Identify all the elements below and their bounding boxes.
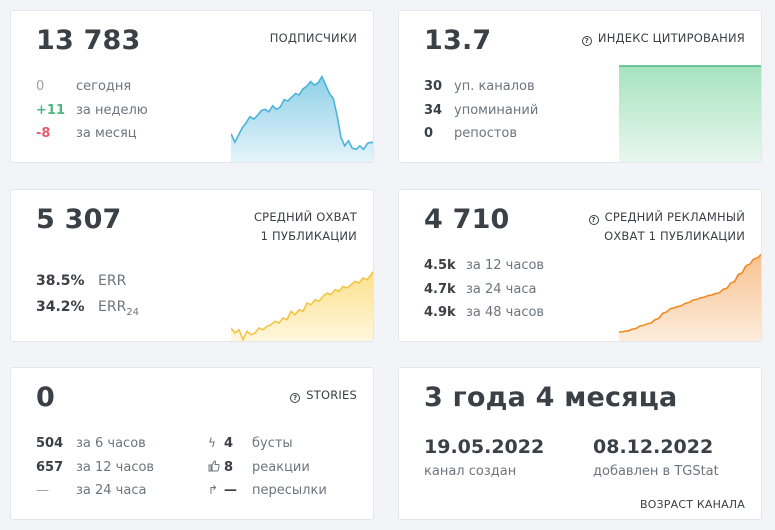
subscribers-label: ПОДПИСЧИКИ xyxy=(269,31,357,45)
subscribers-week: +11 за неделю xyxy=(36,102,148,118)
average-reach-sparkline-area xyxy=(231,272,373,341)
stories-views: 504 за 6 часов 657 за 12 часов — за 24 часа xyxy=(36,432,154,503)
citation-mentions: 34 упоминаний xyxy=(424,102,539,118)
lightning-icon: ϟ xyxy=(208,436,216,450)
citation-sparkline-area xyxy=(619,66,761,162)
average-reach-card: 5 307 СРЕДНИЙ ОХВАТ 1 ПУБЛИКАЦИИ 38.5% ER… xyxy=(10,189,374,342)
average-ad-reach-card: 4 710 ? СРЕДНИЙ РЕКЛАМНЫЙ ОХВАТ 1 ПУБЛИКА… xyxy=(398,189,762,342)
stories-forwards: ↱ — пересылки xyxy=(208,479,327,503)
stories-label: ? STORIES xyxy=(290,386,357,405)
question-circle-icon[interactable]: ? xyxy=(290,393,301,403)
citation-reposts: 0 репостов xyxy=(424,126,518,141)
average-ad-reach-sparkline-line xyxy=(619,253,761,333)
err-stats: 38.5% ERR 34.2% ERR24 xyxy=(36,268,139,320)
subscribers-today: 0 сегодня xyxy=(36,79,132,94)
average-ad-reach-sparkline-area xyxy=(619,254,761,341)
stories-value: 0 xyxy=(36,382,55,413)
ad-reach-48h: 4.9k за 48 часов xyxy=(424,305,545,320)
stories-engagement: ϟ 4 бусты 8 реакции ↱ — пересылки xyxy=(208,432,327,503)
average-ad-reach-sparkline[interactable] xyxy=(619,250,761,341)
citation-stats: 30 уп. каналов 34 упоминаний 0 репостов xyxy=(424,75,538,146)
citation-channels: 30 уп. каналов xyxy=(424,79,535,94)
channel-age-label: ВОЗРАСТ КАНАЛА xyxy=(639,498,745,511)
average-reach-value: 5 307 xyxy=(36,204,122,235)
stories-boosts: ϟ 4 бусты xyxy=(208,432,327,456)
stories-24h: — за 24 часа xyxy=(36,483,147,498)
forward-arrow-icon: ↱ xyxy=(208,483,219,497)
stories-12h: 657 за 12 часов xyxy=(36,459,155,475)
average-reach-sparkline[interactable] xyxy=(231,266,373,341)
channel-added-tgstat: 08.12.2022 добавлен в TGStat xyxy=(593,436,719,479)
question-circle-icon[interactable]: ? xyxy=(588,215,599,225)
average-ad-reach-value: 4 710 xyxy=(424,204,510,235)
average-reach-sparkline-line xyxy=(231,270,373,341)
subscribers-card: 13 783 ПОДПИСЧИКИ 0 сегодня +11 за неделю … xyxy=(10,10,374,163)
citation-index-value: 13.7 xyxy=(424,25,492,56)
err-row: 38.5% ERR xyxy=(36,273,127,289)
average-ad-reach-label: ? СРЕДНИЙ РЕКЛАМНЫЙ ОХВАТ 1 ПУБЛИКАЦИИ xyxy=(588,208,745,246)
channel-age-value: 3 года 4 месяца xyxy=(424,382,678,413)
ad-reach-stats: 4.5k за 12 часов 4.7k за 24 часа 4.9k за 48… xyxy=(424,254,544,325)
stories-card: 0 ? STORIES 504 за 6 часов 657 за 12 часов … xyxy=(10,367,374,520)
err24-row: 34.2% ERR24 xyxy=(36,299,140,318)
thumbs-up-icon xyxy=(208,456,224,480)
ad-reach-12h: 4.5k за 12 часов xyxy=(424,258,545,273)
subscribers-count: 13 783 xyxy=(36,25,141,56)
subscribers-stats: 0 сегодня +11 за неделю -8 за месяц xyxy=(36,75,148,146)
stories-reactions: 8 реакции xyxy=(208,456,327,480)
channel-age-card: 3 года 4 месяца 19.05.2022 канал создан … xyxy=(398,367,762,520)
question-circle-icon[interactable]: ? xyxy=(581,36,592,46)
channel-created: 19.05.2022 канал создан xyxy=(424,436,545,479)
subscribers-sparkline-area xyxy=(231,76,373,162)
ad-reach-24h: 4.7k за 24 часа xyxy=(424,281,537,297)
subscribers-sparkline[interactable] xyxy=(231,69,373,162)
citation-index-card: 13.7 ? ИНДЕКС ЦИТИРОВАНИЯ 30 уп. каналов 3… xyxy=(398,10,762,163)
subscribers-sparkline-line xyxy=(231,74,373,151)
average-reach-label: СРЕДНИЙ ОХВАТ 1 ПУБЛИКАЦИИ xyxy=(253,210,357,243)
citation-index-label: ? ИНДЕКС ЦИТИРОВАНИЯ xyxy=(581,29,745,48)
stories-6h: 504 за 6 часов xyxy=(36,436,146,451)
citation-sparkline[interactable] xyxy=(619,65,761,162)
subscribers-month: -8 за месяц xyxy=(36,126,137,141)
